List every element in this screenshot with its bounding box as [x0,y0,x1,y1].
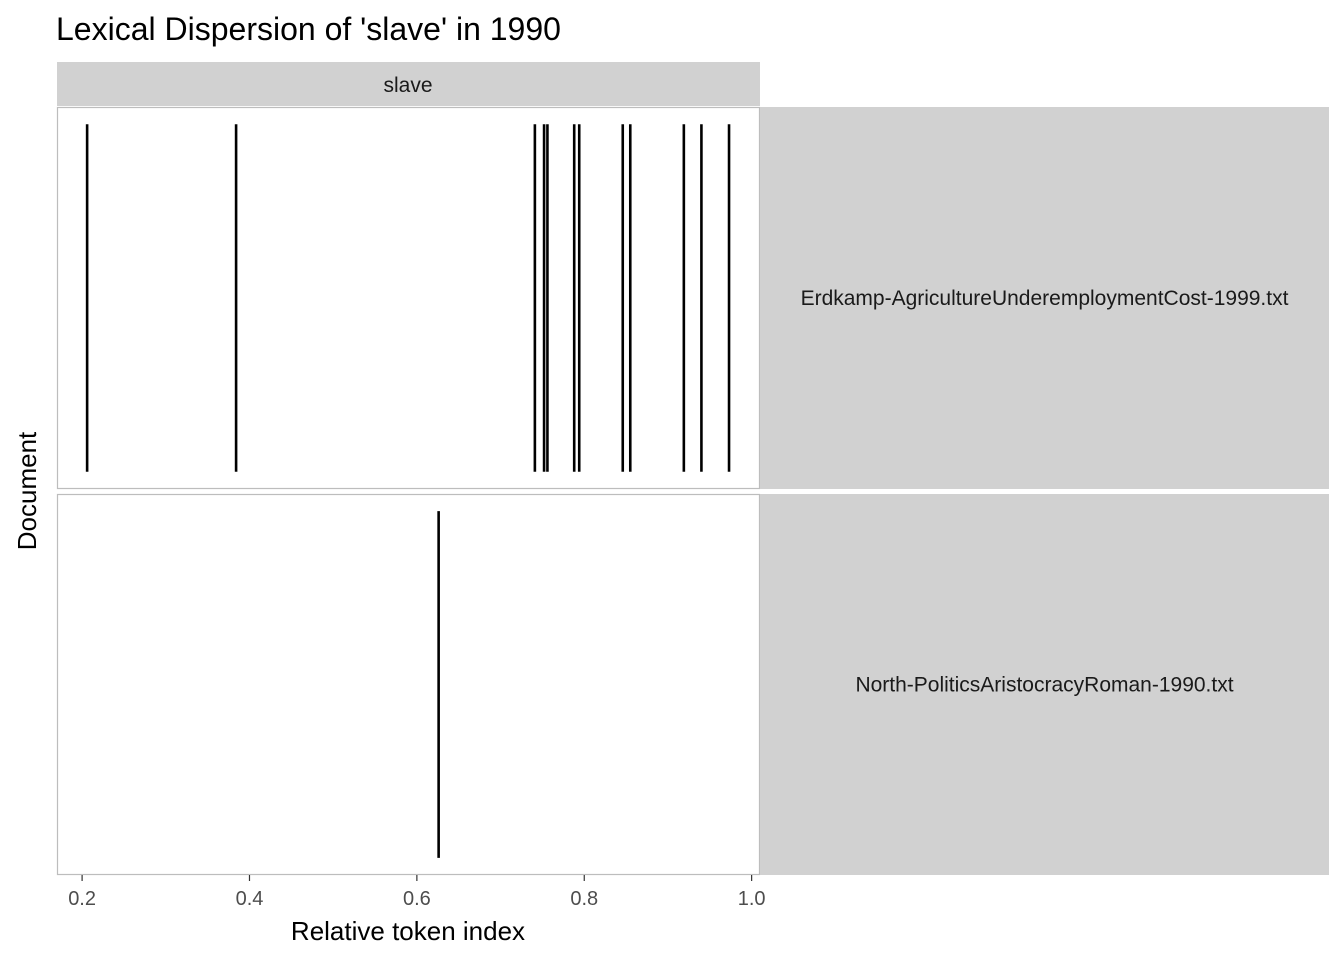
panel-1 [56,106,761,490]
facet-strip-right-2 [760,494,1329,875]
x-axis-title: Relative token index [291,916,525,946]
chart-title: Lexical Dispersion of 'slave' in 1990 [56,11,561,47]
document-label-1: Erdkamp-AgricultureUnderemploymentCost-1… [801,287,1289,310]
facet-strip-right-1 [760,107,1329,489]
x-tick-label-2: 0.4 [236,888,264,910]
facet-strip-top [57,62,760,106]
x-tick-label-3: 0.6 [403,888,431,910]
facet-strip-label: slave [383,74,432,97]
x-tick-label-1: 0.2 [68,888,96,910]
y-axis-title: Document [12,431,42,550]
x-axis: 0.2 0.4 0.6 0.8 1.0 [68,875,766,910]
facet-panels: Erdkamp-AgricultureUnderemploymentCost-1… [56,106,1329,876]
x-tick-label-4: 0.8 [570,888,598,910]
x-tick-label-5: 1.0 [738,888,766,910]
panel-2 [56,493,761,876]
document-label-2: North-PoliticsAristocracyRoman-1990.txt [855,674,1233,697]
